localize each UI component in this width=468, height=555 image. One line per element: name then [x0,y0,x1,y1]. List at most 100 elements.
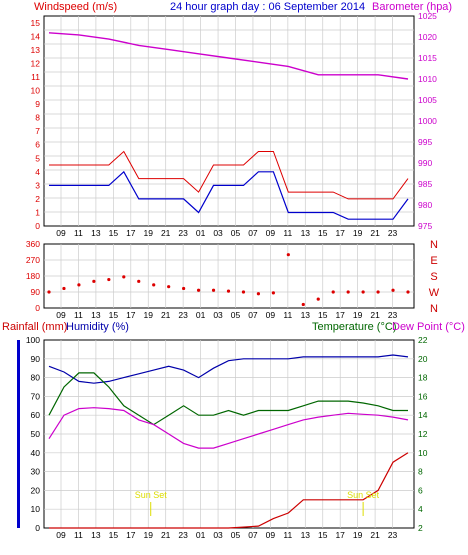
dir-xtick: 17 [126,310,136,320]
wind-ytick: 15 [31,18,41,28]
dir-ytick: 0 [35,303,40,313]
sun-set-label: Sun Set [347,490,380,500]
dir-xtick: 05 [231,310,241,320]
thermo-xtick: 19 [144,530,154,540]
wind-xtick: 01 [196,228,206,238]
dir-xtick: 07 [248,310,258,320]
baro-ytick: 990 [418,158,432,168]
wind-xtick: 19 [353,228,363,238]
dir-ytick: 90 [31,287,41,297]
temp-axis-title: Temperature (°C) [312,321,396,333]
wind-xtick: 09 [56,228,66,238]
dir-xtick: 09 [56,310,66,320]
sun-set-label: Sun Set [135,490,168,500]
dir-xtick: 23 [178,310,188,320]
wind-ytick: 8 [35,113,40,123]
dir-xtick: 09 [266,310,276,320]
dew-axis-title: Dew Point (°C) [392,321,465,333]
dir-xtick: 21 [370,310,380,320]
temp-ytick: 12 [418,429,428,439]
barometer-line [48,32,409,80]
wind-baro-frame [43,15,415,227]
dir-xtick: 19 [144,310,154,320]
baro-ytick: 1000 [418,116,437,126]
wind-ytick: 0 [35,221,40,231]
humidity-ytick: 80 [31,373,41,383]
wind-dir-point [122,275,126,279]
temp-ytick: 10 [418,448,428,458]
wind-gust-line [49,150,409,200]
baro-ytick: 1015 [418,53,437,63]
temp-ytick: 20 [418,354,428,364]
wind-dir-point [182,286,186,291]
wind-dir-point [226,289,231,293]
wind-dir-point [196,288,201,292]
dir-xtick: 19 [353,310,363,320]
compass-label: N [430,303,438,315]
wind-ytick: 12 [31,58,41,68]
wind-xtick: 21 [370,228,380,238]
dir-xtick: 11 [283,310,292,320]
wind-xtick: 15 [109,228,119,238]
dir-xtick: 13 [301,310,311,320]
dir-xtick: 21 [161,310,171,320]
wind-xtick: 03 [213,228,223,238]
humidity-ytick: 30 [31,467,41,477]
thermo-xtick: 11 [74,530,83,540]
wind-dir-point [286,253,290,257]
wind-xtick: 09 [266,228,276,238]
wind-ytick: 6 [35,140,40,150]
thermo-xtick: 11 [283,530,292,540]
rainfall-line [49,452,409,529]
wind-dir-point [331,290,335,294]
wind-ytick: 4 [35,167,40,177]
dir-xtick: 03 [213,310,223,320]
wind-xtick: 23 [388,228,398,238]
compass-label: W [429,287,440,299]
wind-ytick: 3 [35,180,40,190]
dir-xtick: 11 [74,310,83,320]
dir-xtick: 23 [388,310,398,320]
wind-xtick: 17 [126,228,136,238]
thermo-xtick: 17 [335,530,345,540]
wind-dir-point [391,288,395,292]
baro-ytick: 1005 [418,95,437,105]
humidity-axis-title: Humidity (%) [66,321,129,333]
thermo-xtick: 07 [248,530,258,540]
dir-ytick: 270 [26,255,40,265]
humidity-ytick: 60 [31,410,41,420]
dir-ytick: 180 [26,271,40,281]
wind-ytick: 5 [35,153,40,163]
baro-ytick: 980 [418,200,432,210]
rain-axis-bar [17,340,20,528]
dir-xtick: 01 [196,310,206,320]
wind-xtick: 13 [91,228,101,238]
humidity-ytick: 90 [31,354,41,364]
temp-ytick: 14 [418,410,428,420]
temp-ytick: 8 [418,467,423,477]
wind-ytick: 9 [35,99,40,109]
baro-ytick: 985 [418,179,432,189]
wind-dir-point [152,283,156,287]
wind-xtick: 17 [335,228,345,238]
humidity-ytick: 0 [35,523,40,533]
wind-dir-point [107,277,111,282]
wind-ytick: 2 [35,194,40,204]
thermo-xtick: 23 [388,530,398,540]
wind-ytick: 13 [31,45,41,55]
temperature-line [48,372,408,426]
baro-ytick: 995 [418,137,432,147]
baro-ytick: 975 [418,221,432,231]
humidity-ytick: 50 [31,429,41,439]
thermo-xtick: 23 [178,530,188,540]
wind-ytick: 10 [31,86,41,96]
humidity-ytick: 10 [31,504,41,514]
wind-xtick: 11 [74,228,83,238]
wind-dir-point [256,292,261,296]
wind-dir-point [92,279,96,283]
wind-dir-point [361,290,365,294]
baro-ytick: 1010 [418,74,437,84]
wind-dir-point [137,279,141,283]
temp-ytick: 22 [418,335,428,345]
thermo-xtick: 03 [213,530,223,540]
